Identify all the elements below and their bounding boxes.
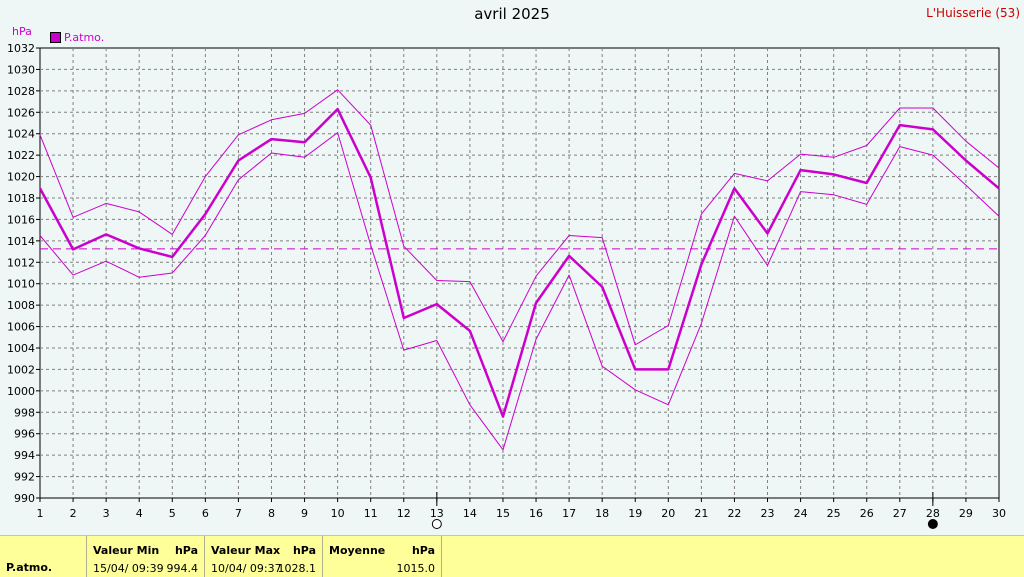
x-tick-label: 1 (37, 507, 44, 520)
max-when: 10/04/ 09:37 (211, 562, 282, 575)
x-tick-label: 3 (103, 507, 110, 520)
min-when: 15/04/ 09:39 (93, 562, 164, 575)
x-tick-label: 24 (794, 507, 808, 520)
stats-series-label: P.atmo. (6, 561, 53, 574)
mean-value: 1015.0 (396, 562, 436, 575)
x-tick-label: 28 (926, 507, 940, 520)
y-tick-label: 996 (14, 428, 35, 441)
series-min-line (39, 132, 1000, 451)
y-tick-label: 1026 (7, 106, 35, 119)
max-unit: hPa (292, 544, 316, 557)
y-tick-label: 1016 (7, 213, 35, 226)
y-tick-label: 990 (14, 492, 35, 505)
x-tick-label: 18 (595, 507, 609, 520)
legend-swatch (50, 32, 61, 43)
y-tick-label: 1022 (7, 149, 35, 162)
stats-max-cell: Valeur Max hPa 10/04/ 09:37 1028.1 (205, 536, 323, 577)
chart-title: avril 2025 (474, 5, 550, 23)
y-tick-label: 1002 (7, 363, 35, 376)
y-tick-label: 1014 (7, 235, 35, 248)
x-tick-label: 20 (661, 507, 675, 520)
y-tick-label: 1030 (7, 63, 35, 76)
y-tick-label: 1010 (7, 278, 35, 291)
x-tick-label: 23 (761, 507, 775, 520)
x-tick-label: 4 (136, 507, 143, 520)
y-tick-label: 992 (14, 471, 35, 484)
x-tick-label: 14 (463, 507, 477, 520)
y-axis-unit: hPa (12, 25, 32, 38)
x-tick-label: 19 (628, 507, 642, 520)
x-tick-label: 22 (727, 507, 741, 520)
stats-series-cell: P.atmo. (0, 536, 87, 577)
max-header: Valeur Max (211, 544, 281, 557)
x-tick-label: 25 (827, 507, 841, 520)
y-tick-label: 1018 (7, 192, 35, 205)
y-tick-label: 1024 (7, 128, 35, 141)
plot-frame (39, 47, 1000, 499)
x-tick-label: 17 (562, 507, 576, 520)
legend: P.atmo. (50, 31, 104, 44)
y-tick-label: 1028 (7, 85, 35, 98)
y-tick-label: 1032 (7, 42, 35, 55)
series-mean-line (38, 107, 1000, 418)
mean-header: Moyenne (329, 544, 386, 557)
stats-min-cell: Valeur Min hPa 15/04/ 09:39 994.4 (87, 536, 205, 577)
new-moon-icon (927, 519, 938, 529)
stats-panel: P.atmo. Valeur Min hPa 15/04/ 09:39 994.… (0, 535, 1024, 577)
min-value: 994.4 (166, 562, 199, 575)
x-tick-label: 15 (496, 507, 510, 520)
y-tick-label: 1020 (7, 171, 35, 184)
y-tick-label: 1004 (7, 342, 35, 355)
x-tick-label: 5 (169, 507, 176, 520)
min-header: Valeur Min (93, 544, 160, 557)
stats-mean-cell: Moyenne hPa 1015.0 (323, 536, 442, 577)
x-tick-label: 13 (430, 507, 444, 520)
y-tick-label: 1012 (7, 256, 35, 269)
y-tick-label: 1000 (7, 385, 35, 398)
x-tick-label: 30 (992, 507, 1006, 520)
x-tick-label: 29 (959, 507, 973, 520)
x-tick-label: 6 (202, 507, 209, 520)
y-tick-label: 994 (14, 449, 35, 462)
x-tick-label: 11 (364, 507, 378, 520)
x-tick-label: 26 (860, 507, 874, 520)
x-tick-label: 10 (331, 507, 345, 520)
legend-label: P.atmo. (64, 31, 105, 44)
y-tick-label: 1006 (7, 321, 35, 334)
min-unit: hPa (174, 544, 198, 557)
x-tick-label: 16 (529, 507, 543, 520)
max-value: 1028.1 (277, 562, 317, 575)
x-tick-label: 8 (268, 507, 275, 520)
full-moon-icon (431, 519, 442, 529)
x-tick-label: 9 (301, 507, 308, 520)
station-location: L'Huisserie (53) (926, 6, 1020, 20)
y-tick-label: 1008 (7, 299, 35, 312)
x-tick-label: 2 (70, 507, 77, 520)
x-tick-label: 7 (235, 507, 242, 520)
x-tick-label: 27 (893, 507, 907, 520)
x-tick-label: 12 (397, 507, 411, 520)
x-tick-label: 21 (694, 507, 708, 520)
mean-unit: hPa (411, 544, 435, 557)
series-max-line (39, 89, 1000, 346)
y-tick-label: 998 (14, 406, 35, 419)
pressure-chart: 9909929949969981000100210041006100810101… (7, 42, 1006, 529)
